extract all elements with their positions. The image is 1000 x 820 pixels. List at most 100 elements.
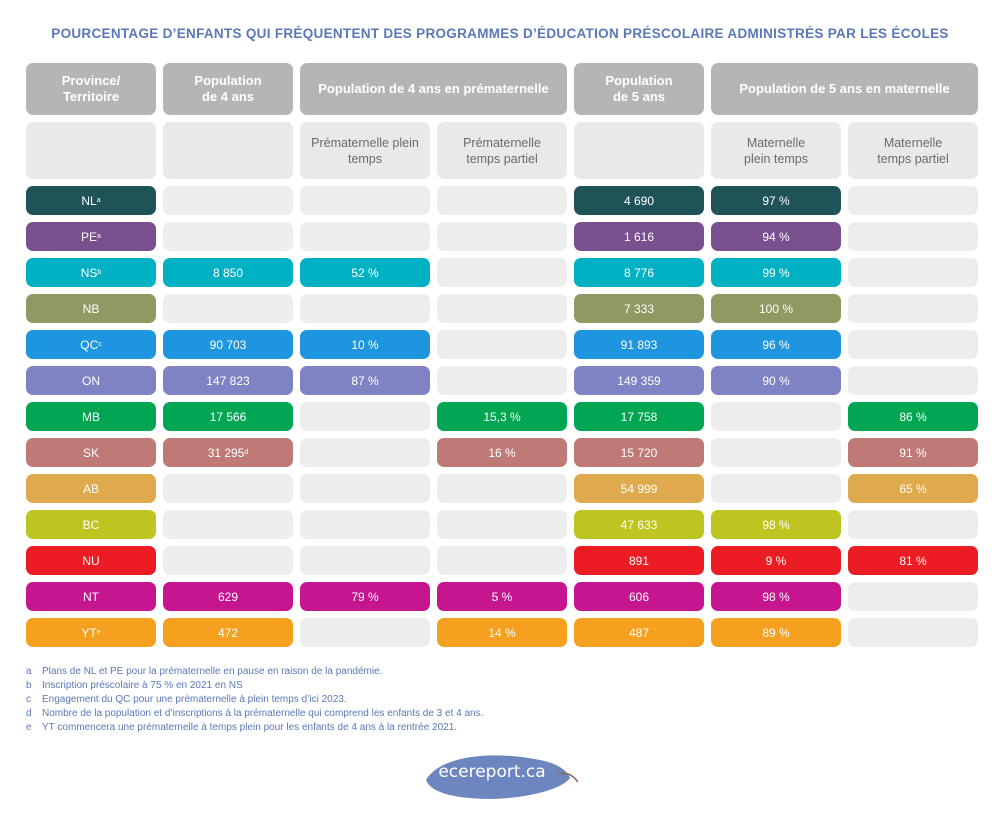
cell-value: 86 % — [899, 409, 927, 424]
cell-value: 97 % — [762, 193, 790, 208]
header-province: Province/Territoire — [26, 63, 156, 115]
cell-prek-full: 79 % — [300, 582, 430, 611]
leaf-shape — [426, 755, 570, 799]
cell-prek-full: 52 % — [300, 258, 430, 287]
cell-value: 15 720 — [620, 445, 658, 460]
cell-value: 90 % — [762, 373, 790, 388]
header-province-line2: Territoire — [62, 89, 120, 104]
cell-k-part: 65 % — [848, 474, 978, 503]
cell-prek-part: 16 % — [437, 438, 567, 467]
cell-value: 79 % — [351, 589, 379, 604]
cell-value: 149 359 — [617, 373, 661, 388]
cell-value: 487 — [628, 625, 650, 640]
subheader-k-full-line2: plein temps — [744, 151, 808, 166]
cell-prek-part — [437, 510, 567, 539]
header-pop4: Population de 4 ans — [163, 63, 293, 115]
cell-k-full: 90 % — [711, 366, 841, 395]
footnote-text: YT commencera une prématernelle à temps … — [42, 722, 458, 733]
province-code: NU — [82, 553, 100, 568]
cell-value: 96 % — [762, 337, 790, 352]
cell-pop4: 90 703 — [163, 330, 293, 359]
cell-prek-full — [300, 294, 430, 323]
cell-pop4: 8 850 — [163, 258, 293, 287]
cell-pop5: 891 — [574, 546, 704, 575]
cell-k-part — [848, 618, 978, 647]
cell-province: AB — [26, 474, 156, 503]
cell-prek-full — [300, 402, 430, 431]
cell-province: NU — [26, 546, 156, 575]
cell-pop5: 7 333 — [574, 294, 704, 323]
cell-k-full: 98 % — [711, 510, 841, 539]
cell-province: NS b — [26, 258, 156, 287]
subheader-k-part: Maternelle temps partiel — [848, 122, 978, 179]
subheader-prek-part: Prématernelle temps partiel — [437, 122, 567, 179]
logo-text: ecereport.ca — [438, 762, 546, 782]
cell-pop5: 91 893 — [574, 330, 704, 359]
cell-prek-full — [300, 474, 430, 503]
footnote: e YT commencera une prématernelle à temps… — [26, 721, 483, 735]
subheader-prek-full: Prématernelle plein temps — [300, 122, 430, 179]
cell-pop4 — [163, 294, 293, 323]
cell-province: QC c — [26, 330, 156, 359]
cell-pop4: 147 823 — [163, 366, 293, 395]
cell-k-full — [711, 402, 841, 431]
cell-province: SK — [26, 438, 156, 467]
cell-k-part: 81 % — [848, 546, 978, 575]
province-code: MB — [82, 409, 100, 424]
cell-k-full: 96 % — [711, 330, 841, 359]
cell-value: 1 616 — [623, 229, 655, 244]
cell-value: 15,3 % — [483, 409, 521, 424]
page-title: POURCENTAGE D’ENFANTS QUI FRÉQUENTENT DE… — [51, 26, 949, 41]
cell-province: YT e — [26, 618, 156, 647]
header-pop5-line2: de 5 ans — [612, 89, 665, 104]
cell-pop4 — [163, 546, 293, 575]
cell-value: 606 — [628, 589, 650, 604]
cell-pop5: 1 616 — [574, 222, 704, 251]
cell-value: 87 % — [351, 373, 379, 388]
cell-pop5: 4 690 — [574, 186, 704, 215]
cell-prek-part — [437, 474, 567, 503]
cell-value: 629 — [217, 589, 239, 604]
cell-value: 8 776 — [623, 265, 655, 280]
cell-value: 891 — [628, 553, 650, 568]
cell-province: ON — [26, 366, 156, 395]
cell-k-full: 9 % — [711, 546, 841, 575]
data-table: Province/Territoire Population de 4 ans P… — [26, 63, 978, 647]
footnotes: a Plans de NL et PE pour la prématernelle… — [26, 665, 483, 735]
footnote: b Inscription préscolaire à 75 % en 2021 … — [26, 679, 483, 693]
cell-value: 14 % — [488, 625, 516, 640]
cell-prek-part — [437, 294, 567, 323]
footnote-letter: e — [26, 722, 32, 733]
cell-prek-part — [437, 222, 567, 251]
cell-value: 91 893 — [620, 337, 658, 352]
cell-pop4: 17 566 — [163, 402, 293, 431]
cell-value: 10 % — [351, 337, 379, 352]
subheader-empty-province — [26, 122, 156, 179]
footnote-letter: c — [26, 694, 31, 705]
footnote-letter: a — [26, 666, 32, 677]
province-code: PE — [81, 229, 98, 244]
cell-prek-full — [300, 438, 430, 467]
subheader-k-full-line1: Maternelle — [746, 135, 806, 150]
cell-pop5: 15 720 — [574, 438, 704, 467]
leaf-stem — [557, 772, 579, 783]
cell-prek-full — [300, 186, 430, 215]
cell-prek-part: 15,3 % — [437, 402, 567, 431]
cell-value: 5 % — [491, 589, 513, 604]
cell-value: 472 — [217, 625, 239, 640]
cell-prek-full — [300, 618, 430, 647]
cell-k-full: 97 % — [711, 186, 841, 215]
footnote: c Engagement du QC pour une prématernelle… — [26, 693, 483, 707]
cell-value: 16 % — [488, 445, 516, 460]
cell-k-part — [848, 258, 978, 287]
cell-value: 98 % — [762, 589, 790, 604]
cell-pop5: 54 999 — [574, 474, 704, 503]
cell-value: 98 % — [762, 517, 790, 532]
province-code: QC — [80, 337, 99, 352]
cell-prek-full: 10 % — [300, 330, 430, 359]
cell-prek-part — [437, 330, 567, 359]
cell-value: 100 % — [758, 301, 794, 316]
province-code: NT — [83, 589, 99, 604]
cell-prek-part: 5 % — [437, 582, 567, 611]
header-province-line1: Province/ — [61, 73, 121, 88]
